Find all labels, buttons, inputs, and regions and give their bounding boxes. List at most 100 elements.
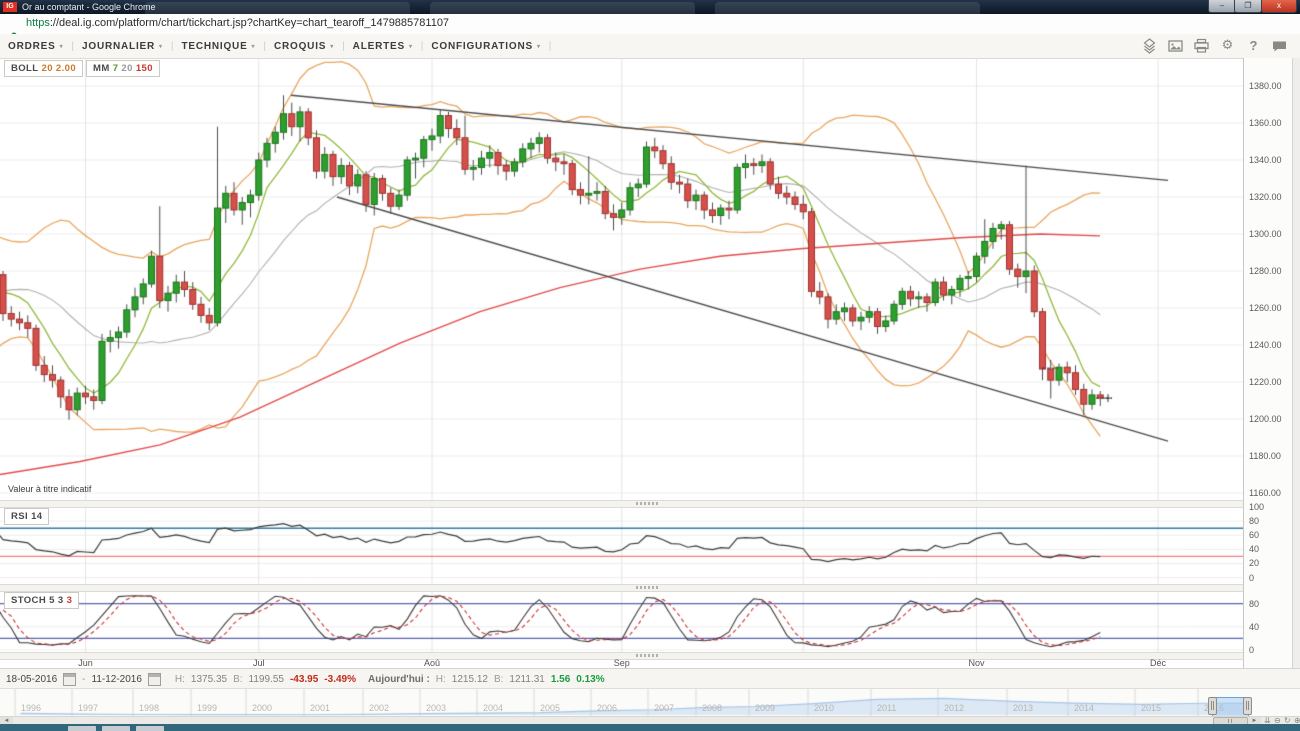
menu-bar: ORDRES ▾ | JOURNALIER ▾ | TECHNIQUE ▾ | CROQUIS ▾ |… <box>0 34 1300 59</box>
time-axis: Jun Jul Aoû Sep Nov Déc <box>0 658 1243 668</box>
period-change-pct: -3.49% <box>324 673 356 685</box>
close-button[interactable]: x <box>1261 0 1297 13</box>
rsi-tick-label: 60 <box>1249 530 1260 541</box>
taskbar-item <box>102 726 130 731</box>
today-label: Aujourd'hui : <box>367 673 430 685</box>
calendar-icon[interactable] <box>63 672 77 686</box>
ghost-tab[interactable] <box>145 2 410 14</box>
splitter-grip[interactable] <box>636 586 658 589</box>
year-label-2009: 2009 <box>755 703 776 713</box>
price-tick-label: 1320.00 <box>1249 192 1282 202</box>
stoch-tick-label: 80 <box>1249 598 1260 609</box>
menu-separator: | <box>420 40 424 52</box>
panel-splitter <box>0 652 1243 660</box>
menu-alertes[interactable]: ALERTES ▾ <box>352 40 413 52</box>
rsi-tick-label: 40 <box>1249 544 1260 555</box>
year-label-2014: 2014 <box>1074 703 1095 713</box>
price-tick-label: 1220.00 <box>1249 377 1282 387</box>
stochastic-panel-canvas[interactable] <box>0 590 1243 652</box>
scroll-right-button[interactable]: ► <box>1248 717 1261 725</box>
period-low: 1199.55 <box>248 673 284 685</box>
image-icon[interactable] <box>1167 38 1184 54</box>
chevron-down-icon: ▾ <box>330 43 335 50</box>
menu-separator: | <box>342 40 345 52</box>
rsi-panel-canvas[interactable] <box>0 506 1243 584</box>
year-label-2006: 2006 <box>597 703 618 713</box>
menu-separator: | <box>263 40 266 52</box>
stochastic-label-box[interactable]: STOCH 5 3 3 <box>4 592 80 609</box>
selection-handle-left[interactable] <box>1208 697 1217 715</box>
zoom-in-icon[interactable]: ⊕ <box>1294 716 1300 725</box>
right-gutter <box>1292 58 1300 672</box>
ghost-tab[interactable] <box>430 2 695 14</box>
date-from[interactable]: 18-05-2016 <box>6 673 58 685</box>
history-timeline[interactable]: 1996 1997 1998 1999 2000 2001 2002 2003 2004 2005… <box>0 688 1300 717</box>
year-label-2010: 2010 <box>814 703 835 713</box>
price-tick-label: 1240.00 <box>1249 340 1282 350</box>
price-tick-label: 1340.00 <box>1249 155 1282 165</box>
year-label-2004: 2004 <box>483 703 504 713</box>
year-label-1996: 1996 <box>21 703 42 713</box>
price-tick-label: 1360.00 <box>1249 118 1282 128</box>
year-label-2001: 2001 <box>310 703 331 713</box>
price-tick-label: 1380.00 <box>1249 81 1282 91</box>
year-label-1999: 1999 <box>197 703 218 713</box>
low-label: B: <box>233 673 243 685</box>
taskbar-item <box>136 726 164 731</box>
rsi-tick-label: 100 <box>1249 502 1265 512</box>
printer-icon[interactable] <box>1193 38 1210 54</box>
ghost-tab[interactable] <box>715 2 980 14</box>
today-change: 1.56 <box>550 673 571 685</box>
window-titlebar: IG Or au comptant - Google Chrome – ❐ x <box>0 0 1300 14</box>
restore-button[interactable]: ❐ <box>1234 0 1262 13</box>
period-change: -43.95 <box>289 673 319 685</box>
today-low: 1211.31 <box>509 673 545 685</box>
collapse-icon[interactable]: ⇊ <box>1264 716 1271 725</box>
minimize-button[interactable]: – <box>1208 0 1236 13</box>
price-tick-label: 1200.00 <box>1249 414 1282 424</box>
menu-separator: | <box>71 40 75 52</box>
date-to[interactable]: 11-12-2016 <box>91 673 142 685</box>
feedback-icon[interactable] <box>1271 38 1288 54</box>
refresh-icon[interactable]: ↻ <box>1284 716 1291 725</box>
address-bar[interactable]: https://deal.ig.com/platform/chart/tickc… <box>0 14 1300 43</box>
year-label-2013: 2013 <box>1013 703 1034 713</box>
selection-handle-right[interactable] <box>1243 697 1252 715</box>
main-chart-canvas[interactable] <box>0 58 1243 500</box>
menu-croquis[interactable]: CROQUIS ▾ <box>273 40 335 52</box>
calendar-icon[interactable] <box>147 672 161 686</box>
today-high: 1215.12 <box>451 673 488 685</box>
zoom-out-icon[interactable]: ⊖ <box>1274 716 1281 725</box>
menu-technique[interactable]: TECHNIQUE ▾ <box>181 40 256 52</box>
chevron-down-icon: ▾ <box>59 43 64 50</box>
timeline-scrollbar[interactable]: ◄ ► ⇊ ⊖ ↻ ⊕ <box>0 716 1300 726</box>
year-label-1998: 1998 <box>139 703 160 713</box>
menu-items: ORDRES ▾ | JOURNALIER ▾ | TECHNIQUE ▾ | CROQUIS ▾ |… <box>8 34 559 58</box>
month-label-Nov: Nov <box>968 658 985 668</box>
url-text[interactable]: https://deal.ig.com/platform/chart/tickc… <box>26 17 450 29</box>
price-axis[interactable]: 1380.00 1360.00 1340.00 1320.00 1300.00 1280.… <box>1243 58 1292 672</box>
menu-configurations[interactable]: CONFIGURATIONS ▾ <box>431 40 541 52</box>
menu-ordres[interactable]: ORDRES ▾ <box>8 40 64 52</box>
splitter-grip[interactable] <box>636 654 658 657</box>
moving-average-label-box[interactable]: MM 7 20 150 <box>86 60 160 77</box>
settings-gear-icon[interactable]: ⚙ <box>1221 38 1234 53</box>
menu-journalier[interactable]: JOURNALIER ▾ <box>82 40 163 52</box>
layers-icon[interactable] <box>1141 38 1158 54</box>
year-label-2000: 2000 <box>252 703 273 713</box>
splitter-grip[interactable] <box>636 502 658 505</box>
month-label-Aoû: Aoû <box>423 658 441 668</box>
price-tick-label: 1160.00 <box>1249 488 1281 498</box>
today-low-label: B: <box>493 673 504 685</box>
help-icon[interactable]: ? <box>1249 38 1258 53</box>
high-label: H: <box>174 673 185 685</box>
scroll-left-button[interactable]: ◄ <box>0 717 13 725</box>
menu-separator: | <box>170 40 174 52</box>
chevron-down-icon: ▾ <box>251 43 256 50</box>
taskbar-edge <box>0 724 1300 731</box>
bollinger-label-box[interactable]: BOLL 20 2.00 <box>4 60 84 77</box>
menu-separator: | <box>548 40 552 52</box>
rsi-label-box[interactable]: RSI 14 <box>4 508 50 525</box>
year-label-2011: 2011 <box>877 703 897 713</box>
